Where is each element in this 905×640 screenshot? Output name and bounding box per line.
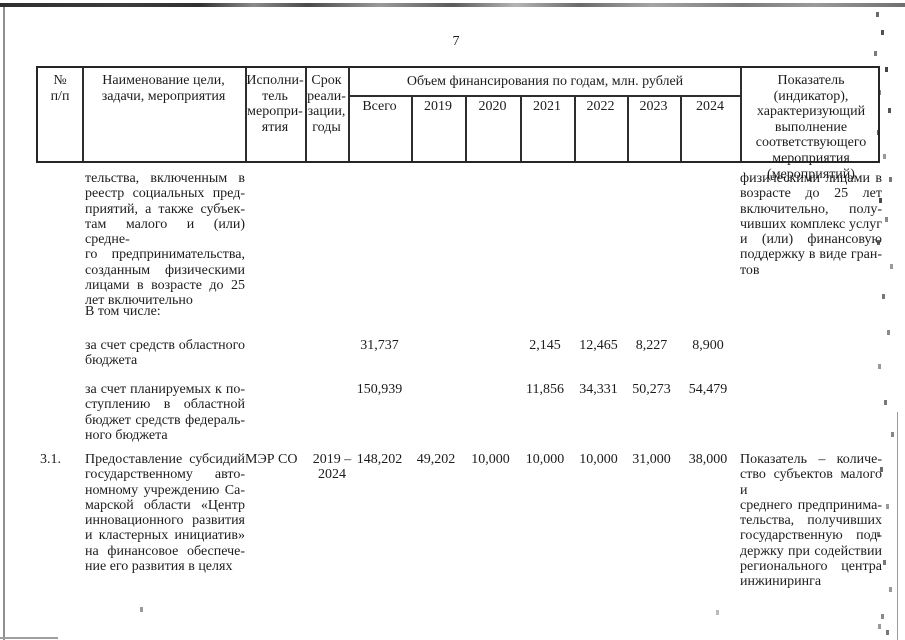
scan-edge-left bbox=[3, 7, 5, 640]
indicator-text-continuation: физическими лицами в возрасте до 25 лет … bbox=[740, 171, 882, 278]
including-label: В том числе: bbox=[85, 304, 161, 319]
value-cell-federal-2024: 54,479 bbox=[688, 382, 728, 397]
indicator-text-lines: физическими лицами в возрасте до 25 лет … bbox=[740, 171, 882, 263]
header-col-executor: Исполни- тель меропри- ятия bbox=[246, 73, 304, 135]
scan-noise-specks bbox=[876, 12, 879, 17]
goal-text-lines: тельства, включенным в реестр социальных… bbox=[85, 171, 245, 294]
value-cell-31-2023: 31,000 bbox=[632, 452, 671, 467]
scan-edge-bottom bbox=[0, 637, 58, 639]
table-grid-line bbox=[574, 95, 576, 161]
row-31-number: 3.1. bbox=[40, 452, 61, 467]
row-31-indicator-last: инжиниринга bbox=[740, 574, 822, 590]
header-year-2024: 2024 bbox=[696, 99, 724, 114]
scan-edge-top bbox=[0, 3, 905, 7]
header-year-2020: 2020 bbox=[478, 99, 507, 114]
value-cell-federal-2021: 11,856 bbox=[526, 382, 564, 397]
value-cell-budget-vsego: 31,737 bbox=[360, 338, 399, 353]
row-31-indicator: Показатель – количе- ство субъектов мало… bbox=[740, 452, 882, 590]
goal-text-last-line: лет включительно bbox=[85, 293, 193, 309]
value-cell-budget-2024: 8,900 bbox=[692, 338, 724, 353]
row-31-name: Предоставление субсидий государственному… bbox=[85, 452, 245, 574]
page-number: 7 bbox=[452, 34, 460, 49]
value-cell-31-2021: 10,000 bbox=[525, 452, 565, 467]
header-year-2021: 2021 bbox=[533, 99, 561, 114]
row-31-name-last: ние его развития в целях bbox=[85, 559, 233, 575]
scan-edge-right bbox=[897, 412, 898, 640]
value-cell-31-2022: 10,000 bbox=[579, 452, 618, 467]
row-federal-name-last: ного бюджета bbox=[85, 427, 168, 443]
row-federal-name-lines: за счет планируемых к по- ступлению в об… bbox=[85, 382, 245, 428]
row-budget-name-last: бюджета bbox=[85, 353, 138, 369]
table-grid-line bbox=[348, 68, 350, 161]
table-grid-line bbox=[740, 68, 742, 161]
header-year-2022: 2022 bbox=[586, 99, 615, 114]
value-cell-federal-2023: 50,273 bbox=[632, 382, 671, 397]
header-col-number: № п/п bbox=[50, 73, 70, 104]
value-cell-budget-2023: 8,227 bbox=[635, 338, 668, 353]
value-cell-budget-2022: 12,465 bbox=[579, 338, 618, 353]
value-cell-budget-2021: 2,145 bbox=[529, 338, 561, 353]
header-col-name: Наименование цели, задачи, мероприятия bbox=[101, 73, 226, 104]
row-budget-name: за счет средств областного бюджета bbox=[85, 338, 245, 369]
value-cell-31-2024: 38,000 bbox=[688, 452, 728, 467]
value-cell-federal-vsego: 150,939 bbox=[356, 382, 403, 397]
table-header: № п/п Наименование цели, задачи, меропри… bbox=[36, 66, 880, 182]
value-cell-31-2020: 10,000 bbox=[471, 452, 510, 467]
table-grid-line bbox=[520, 95, 522, 161]
table-grid-line bbox=[465, 95, 467, 161]
value-cell-31-2019: 49,202 bbox=[416, 452, 456, 467]
row-31-indicator-lines: Показатель – количе- ство субъектов мало… bbox=[740, 452, 882, 575]
row-31-executor: МЭР СО bbox=[245, 452, 298, 467]
row-31-period: 2019 – 2024 bbox=[312, 452, 352, 483]
table-grid-line bbox=[627, 95, 629, 161]
table-grid-line bbox=[348, 95, 740, 97]
value-cell-31-vsego: 148,202 bbox=[356, 452, 403, 467]
table-grid-line bbox=[82, 68, 84, 161]
table-grid-line bbox=[245, 68, 247, 161]
table-grid-line bbox=[305, 68, 307, 161]
row-federal-name: за счет планируемых к по- ступлению в об… bbox=[85, 382, 245, 443]
header-col-period: Срок реали- зации, годы bbox=[307, 73, 346, 135]
goal-text-continuation: тельства, включенным в реестр социальных… bbox=[85, 171, 245, 309]
row-31-name-lines: Предоставление субсидий государственному… bbox=[85, 452, 245, 559]
header-year-2019: 2019 bbox=[424, 99, 452, 114]
indicator-text-last-line: тов bbox=[740, 262, 760, 278]
table-grid-line bbox=[411, 95, 413, 161]
value-cell-federal-2022: 34,331 bbox=[579, 382, 618, 397]
header-financing-group: Объем финансирования по годам, млн. рубл… bbox=[406, 74, 684, 89]
row-budget-name-lines: за счет средств областного bbox=[85, 338, 245, 353]
header-year-vsego: Всего bbox=[362, 99, 397, 114]
header-year-2023: 2023 bbox=[639, 99, 668, 114]
header-col-indicator: Показатель (индикатор), характеризующий … bbox=[755, 73, 867, 182]
table-grid-line bbox=[680, 95, 682, 161]
